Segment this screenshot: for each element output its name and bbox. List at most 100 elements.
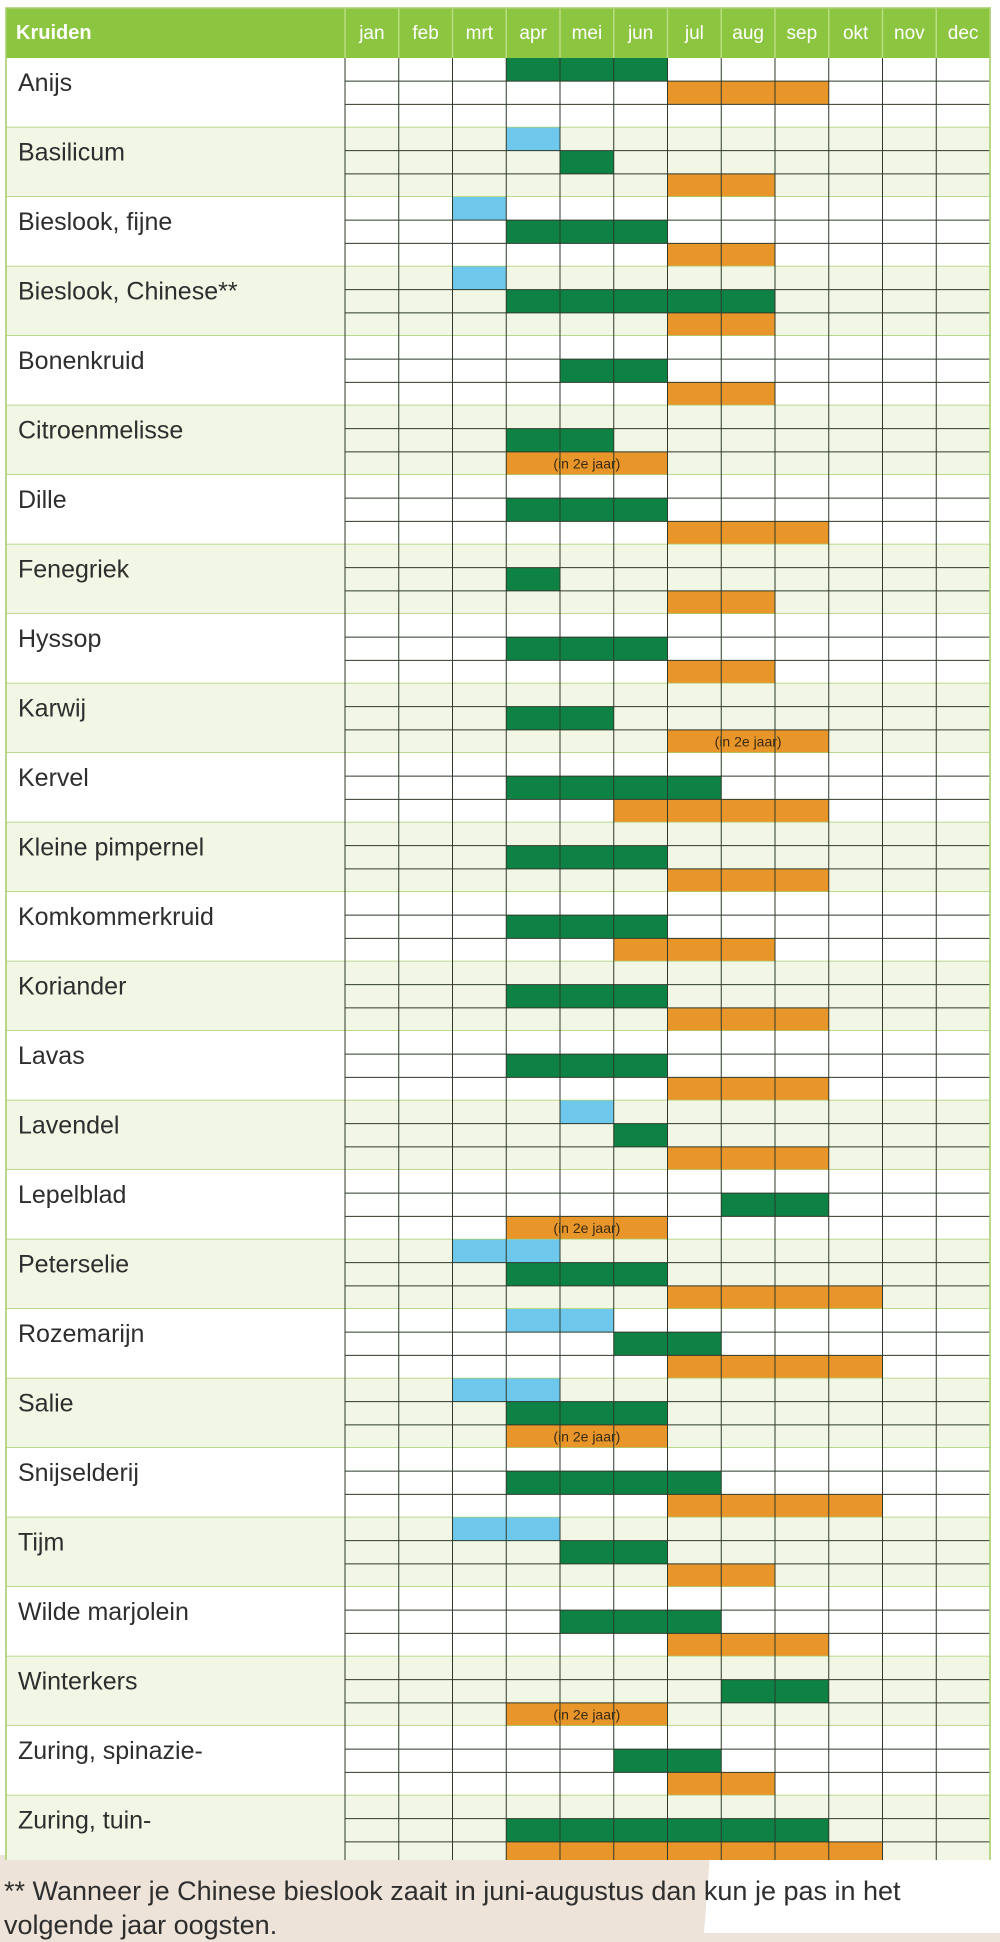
footnote: ** Wanneer je Chinese bieslook zaait in … [4,1876,901,1940]
month-label-sep: sep [787,23,818,44]
month-label-dec: dec [948,23,979,44]
herb-name-cell [6,753,345,823]
herb-name-cell [6,197,345,267]
herb-name: Lavas [18,1042,85,1070]
activity-bar-green [506,289,775,313]
herb-name: Rozemarijn [18,1320,144,1348]
activity-bar-green [560,150,614,174]
herb-name: Bieslook, Chinese** [18,278,238,306]
month-label-feb: feb [412,23,438,44]
activity-bar-green [506,637,668,661]
month-label-mei: mei [572,23,603,44]
herb-name: Koriander [18,973,126,1001]
herb-name-cell [6,127,345,197]
herb-name-cell [6,1656,345,1726]
bar-note: (in 2e jaar) [553,1220,620,1236]
month-label-nov: nov [894,23,925,44]
activity-bar-green [506,567,560,591]
month-label-jun: jun [627,23,653,44]
activity-bar-blue [560,1100,614,1124]
herb-name-cell [6,892,345,962]
herb-name: Snijselderij [18,1459,139,1487]
herb-name-cell [6,1239,345,1309]
herb-name-cell [6,58,345,128]
table-border [5,7,991,1860]
herb-name-cell [6,336,345,406]
month-label-jul: jul [684,23,704,44]
herb-name: Dille [18,486,67,514]
herb-name: Lavendel [18,1112,119,1140]
activity-bar-orange [667,868,829,892]
activity-bar-orange [667,1633,829,1657]
planting-calendar-table: Kruiden jan feb mrt apr mei jun jul aug sep okt nov… [5,7,991,1860]
activity-bar-green [506,1054,668,1078]
activity-bar-green [506,1262,668,1286]
herb-name: Zuring, tuin- [18,1807,151,1835]
activity-bar-green [613,1123,668,1147]
activity-bar-green [506,220,668,244]
month-label-aug: aug [732,23,764,44]
activity-bar-green [506,498,668,522]
herb-name-cell [6,1795,345,1860]
herb-name-cell [6,683,345,753]
herb-name: Kleine pimpernel [18,834,204,862]
herb-name: Salie [18,1390,74,1418]
herb-name-cell [6,266,345,336]
herb-name: Anijs [18,69,72,97]
activity-bar-orange [506,1841,883,1860]
herb-name: Basilicum [18,139,125,167]
herb-name-cell [6,405,345,475]
herb-name: Hyssop [18,625,101,653]
activity-bar-green [506,984,668,1008]
herb-name-cell [6,1517,345,1587]
activity-bar-orange [667,729,829,753]
herb-name-cell [6,544,345,614]
herb-name-cell [6,1031,345,1101]
bar-note: (in 2e jaar) [553,1707,620,1723]
herb-name-cell [6,822,345,892]
herb-name: Tijm [18,1529,64,1557]
herb-name: Komkommerkruid [18,903,214,931]
herb-name-cell [6,961,345,1031]
activity-bar-blue [452,197,507,221]
header-label: Kruiden [16,22,92,44]
activity-bar-orange [667,1007,829,1031]
activity-bar-orange [506,1702,668,1726]
month-label-mrt: mrt [466,23,494,44]
herb-name: Lepelblad [18,1181,126,1209]
header-bar [6,8,990,58]
herb-name-cell [6,1448,345,1518]
month-label-jan: jan [358,23,384,44]
herb-name-cell [6,614,345,684]
activity-bar-orange [667,81,829,105]
month-label-apr: apr [519,23,547,44]
herb-name-cell [6,1309,345,1379]
herb-name-cell [6,1100,345,1170]
herb-name: Winterkers [18,1668,137,1696]
activity-bar-orange [667,1077,829,1101]
activity-bar-green [506,845,668,869]
herb-name-cell [6,1378,345,1448]
herb-name: Citroenmelisse [18,417,183,445]
herb-name-cell [6,475,345,545]
activity-bar-green [506,915,668,939]
activity-bar-green [506,1401,668,1425]
herb-name: Karwij [18,695,86,723]
herb-name: Bieslook, fijne [18,208,172,236]
herb-name: Wilde marjolein [18,1598,189,1626]
bar-note: (in 2e jaar) [553,1429,620,1445]
activity-bar-orange [506,451,668,475]
herb-name: Peterselie [18,1251,129,1279]
activity-bar-blue [452,266,507,290]
activity-bar-green [560,1610,722,1634]
herb-name: Kervel [18,764,89,792]
activity-bar-orange [506,1424,668,1448]
activity-bar-orange [667,1146,829,1170]
herb-name: Zuring, spinazie- [18,1737,203,1765]
activity-bar-orange [613,938,775,962]
activity-bar-orange [506,1216,668,1240]
bar-note: (in 2e jaar) [553,456,620,472]
herb-name-cell [6,1726,345,1796]
activity-bar-green [506,58,668,82]
herb-name: Bonenkruid [18,347,144,375]
